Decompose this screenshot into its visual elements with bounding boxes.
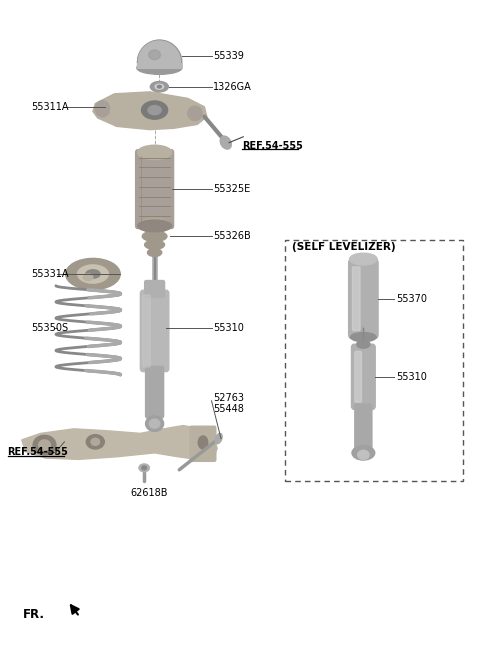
Ellipse shape [139,464,149,472]
Ellipse shape [155,84,164,89]
Ellipse shape [86,270,100,278]
FancyBboxPatch shape [144,281,165,297]
Text: 55448: 55448 [213,404,244,415]
FancyBboxPatch shape [143,295,150,367]
Ellipse shape [350,333,376,342]
FancyBboxPatch shape [355,404,372,452]
Ellipse shape [352,445,375,460]
Ellipse shape [220,136,231,149]
Ellipse shape [148,106,161,115]
Ellipse shape [38,440,50,450]
Ellipse shape [215,434,222,443]
Ellipse shape [84,274,93,281]
FancyBboxPatch shape [136,150,174,228]
Ellipse shape [33,436,56,455]
FancyBboxPatch shape [146,222,163,238]
Ellipse shape [188,106,202,121]
Ellipse shape [86,435,104,449]
Ellipse shape [157,85,161,88]
Text: 55326B: 55326B [213,232,251,241]
Ellipse shape [137,145,172,159]
Ellipse shape [150,81,168,92]
FancyBboxPatch shape [145,367,164,418]
FancyBboxPatch shape [190,426,216,461]
Ellipse shape [357,340,370,348]
Text: 55370: 55370 [396,294,428,304]
Text: 55310: 55310 [213,323,244,333]
Text: 55339: 55339 [213,51,244,61]
Ellipse shape [77,265,108,283]
FancyBboxPatch shape [140,290,169,371]
Ellipse shape [91,438,99,445]
Polygon shape [93,92,207,130]
Ellipse shape [149,50,160,60]
Ellipse shape [349,253,377,265]
Ellipse shape [137,220,172,232]
FancyBboxPatch shape [351,344,375,409]
FancyBboxPatch shape [352,267,360,331]
Ellipse shape [145,416,164,432]
Ellipse shape [142,231,167,241]
Text: REF.54-555: REF.54-555 [242,140,303,151]
FancyBboxPatch shape [355,352,361,402]
Ellipse shape [198,436,208,449]
Ellipse shape [139,218,170,232]
Ellipse shape [358,450,369,459]
Ellipse shape [147,249,162,256]
Ellipse shape [142,101,168,119]
Text: 1326GA: 1326GA [213,82,252,92]
Text: 55350S: 55350S [31,323,68,333]
Ellipse shape [142,466,146,470]
Text: REF.54-555: REF.54-555 [8,447,68,457]
Ellipse shape [66,258,120,289]
Text: (SELF LEVELIZER): (SELF LEVELIZER) [292,242,396,252]
Text: 55310: 55310 [396,372,428,382]
Text: 62618B: 62618B [130,487,168,497]
Ellipse shape [96,100,109,117]
FancyBboxPatch shape [348,259,378,338]
Text: 55325E: 55325E [213,184,250,194]
Text: FR.: FR. [23,607,45,621]
Polygon shape [22,426,217,459]
Text: 55331A: 55331A [31,269,69,279]
Text: 55311A: 55311A [31,102,69,112]
Text: 52763: 52763 [213,393,244,403]
Ellipse shape [144,240,165,249]
Ellipse shape [137,61,182,74]
Ellipse shape [149,419,160,428]
